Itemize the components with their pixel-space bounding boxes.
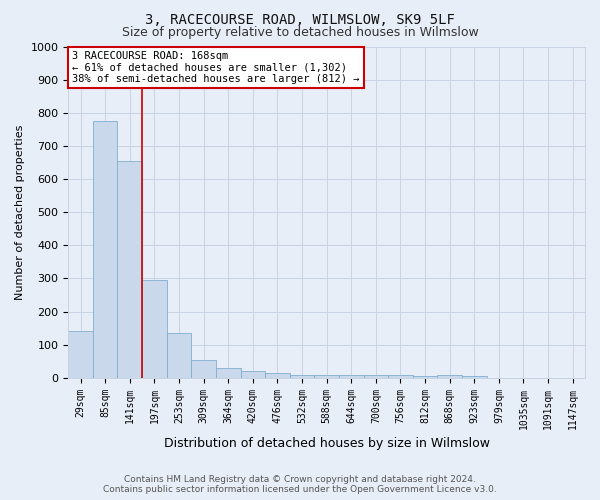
Bar [388,374,413,378]
Bar [265,373,290,378]
Bar [167,333,191,378]
Bar [339,374,364,378]
Bar [314,374,339,378]
Bar [216,368,241,378]
Bar [93,121,118,378]
Bar [68,332,93,378]
Bar [437,374,462,378]
Text: Contains HM Land Registry data © Crown copyright and database right 2024.
Contai: Contains HM Land Registry data © Crown c… [103,474,497,494]
Bar [290,374,314,378]
Y-axis label: Number of detached properties: Number of detached properties [15,124,25,300]
Text: 3 RACECOURSE ROAD: 168sqm
← 61% of detached houses are smaller (1,302)
38% of se: 3 RACECOURSE ROAD: 168sqm ← 61% of detac… [73,50,360,84]
Text: Size of property relative to detached houses in Wilmslow: Size of property relative to detached ho… [122,26,478,39]
Bar [364,374,388,378]
Bar [118,161,142,378]
Bar [191,360,216,378]
X-axis label: Distribution of detached houses by size in Wilmslow: Distribution of detached houses by size … [164,437,490,450]
Bar [142,280,167,378]
Bar [413,376,437,378]
Bar [241,371,265,378]
Text: 3, RACECOURSE ROAD, WILMSLOW, SK9 5LF: 3, RACECOURSE ROAD, WILMSLOW, SK9 5LF [145,12,455,26]
Bar [462,376,487,378]
